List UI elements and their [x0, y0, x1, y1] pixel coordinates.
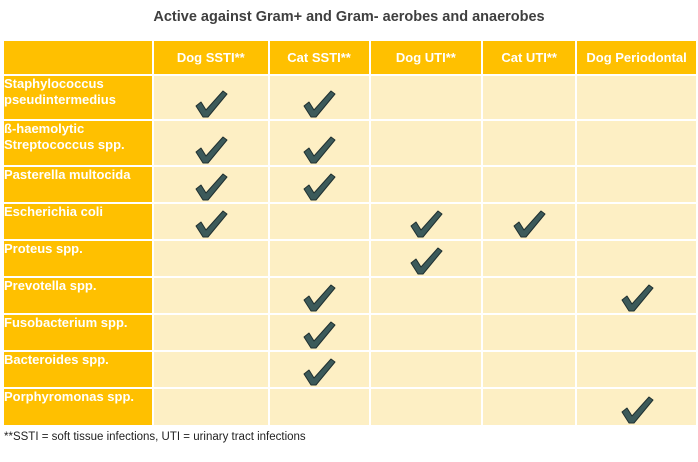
- table-cell: [267, 387, 371, 427]
- table-cell: [151, 119, 270, 167]
- table-cell: [151, 202, 270, 241]
- table-cell: [368, 350, 484, 389]
- footnote: **SSTI = soft tissue infections, UTI = u…: [4, 431, 306, 443]
- table-cell: [368, 165, 484, 204]
- table-row: Escherichia coli: [2, 202, 698, 241]
- checkmark-icon: [513, 210, 546, 238]
- column-header: Dog SSTI**: [151, 39, 270, 76]
- checkmark-icon: [410, 210, 443, 238]
- table-cell: [481, 276, 578, 315]
- table-row: Porphyromonas spp.: [2, 387, 698, 427]
- table-cell: [481, 313, 578, 352]
- organism-label: ß-haemolytic Streptococcus spp.: [2, 119, 154, 167]
- table-row: Prevotella spp.: [2, 276, 698, 315]
- table-cell: [368, 119, 484, 167]
- table-cell: [481, 165, 578, 204]
- table-cell: [481, 350, 578, 389]
- table-cell: [267, 202, 371, 241]
- corner-cell: [2, 39, 154, 76]
- table-cell: [368, 313, 484, 352]
- table-cell: [575, 313, 698, 352]
- table-cell: [267, 239, 371, 278]
- organism-label: Prevotella spp.: [2, 276, 154, 315]
- table-cell: [575, 239, 698, 278]
- organism-label: Proteus spp.: [2, 239, 154, 278]
- checkmark-icon: [621, 396, 654, 424]
- table-cell: [575, 119, 698, 167]
- checkmark-icon: [195, 90, 228, 118]
- table-cell: [575, 387, 698, 427]
- organism-label: Pasterella multocida: [2, 165, 154, 204]
- table-cell: [267, 165, 371, 204]
- checkmark-icon: [410, 247, 443, 275]
- checkmark-icon: [303, 284, 336, 312]
- table-row: Proteus spp.: [2, 239, 698, 278]
- checkmark-icon: [195, 173, 228, 201]
- checkmark-icon: [303, 358, 336, 386]
- table-cell: [575, 350, 698, 389]
- organism-label: Escherichia coli: [2, 202, 154, 241]
- table-cell: [267, 313, 371, 352]
- table-cell: [575, 276, 698, 315]
- checkmark-icon: [303, 321, 336, 349]
- header-row: Dog SSTI** Cat SSTI** Dog UTI** Cat UTI*…: [2, 39, 698, 76]
- table-cell: [368, 74, 484, 121]
- organism-label: Porphyromonas spp.: [2, 387, 154, 427]
- table-cell: [151, 239, 270, 278]
- page-title: Active against Gram+ and Gram- aerobes a…: [153, 9, 545, 25]
- table-row: Fusobacterium spp.: [2, 313, 698, 352]
- table-cell: [151, 350, 270, 389]
- table-cell: [151, 387, 270, 427]
- table-cell: [267, 74, 371, 121]
- table-cell: [575, 74, 698, 121]
- organism-label: Fusobacterium spp.: [2, 313, 154, 352]
- table-cell: [151, 313, 270, 352]
- table-row: Bacteroides spp.: [2, 350, 698, 389]
- table-cell: [368, 276, 484, 315]
- column-header: Cat SSTI**: [267, 39, 371, 76]
- checkmark-icon: [195, 136, 228, 164]
- table-row: Pasterella multocida: [2, 165, 698, 204]
- table-cell: [267, 119, 371, 167]
- organism-label: Bacteroides spp.: [2, 350, 154, 389]
- table-cell: [368, 202, 484, 241]
- column-header: Cat UTI**: [481, 39, 578, 76]
- checkmark-icon: [303, 173, 336, 201]
- column-header: Dog UTI**: [368, 39, 484, 76]
- table-cell: [151, 74, 270, 121]
- table-cell: [151, 276, 270, 315]
- table-cell: [267, 350, 371, 389]
- checkmark-icon: [303, 136, 336, 164]
- table-cell: [481, 387, 578, 427]
- table-row: Staphylococcus pseudintermedius: [2, 74, 698, 121]
- table-cell: [575, 165, 698, 204]
- checkmark-icon: [195, 210, 228, 238]
- table-cell: [481, 202, 578, 241]
- table-cell: [267, 276, 371, 315]
- table-cell: [368, 239, 484, 278]
- checkmark-icon: [621, 284, 654, 312]
- table-row: ß-haemolytic Streptococcus spp.: [2, 119, 698, 167]
- column-header: Dog Periodontal: [575, 39, 698, 76]
- table-cell: [575, 202, 698, 241]
- checkmark-icon: [303, 90, 336, 118]
- table-cell: [368, 387, 484, 427]
- activity-table: Dog SSTI** Cat SSTI** Dog UTI** Cat UTI*…: [2, 39, 698, 427]
- organism-label: Staphylococcus pseudintermedius: [2, 74, 154, 121]
- table-cell: [151, 165, 270, 204]
- table-cell: [481, 239, 578, 278]
- table-cell: [481, 119, 578, 167]
- table-cell: [481, 74, 578, 121]
